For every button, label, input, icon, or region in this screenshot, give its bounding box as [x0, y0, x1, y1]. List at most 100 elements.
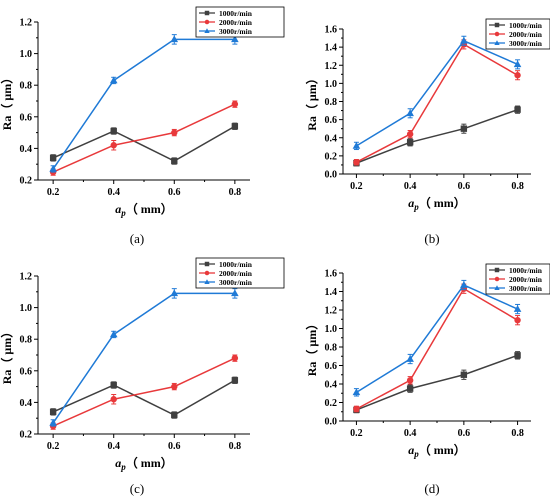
y-tick-label: 0.4	[20, 398, 33, 409]
y-axis-label: Ra（ μm）	[304, 318, 319, 376]
y-tick-label: 0.6	[325, 115, 338, 126]
x-axis-label-unit: （ mm）	[419, 442, 466, 457]
data-point	[171, 411, 178, 419]
series-1000r/min	[49, 122, 239, 165]
data-point	[460, 371, 468, 378]
x-tick-label: 0.4	[404, 428, 417, 439]
legend-marker	[204, 19, 210, 25]
y-tick-label: 0.2	[325, 151, 338, 162]
y-tick-label: 0.0	[325, 417, 338, 428]
data-point	[353, 405, 360, 413]
data-point	[406, 385, 414, 392]
x-axis-label-sub: p	[413, 202, 419, 212]
x-tick-label: 0.2	[47, 187, 60, 198]
x-tick-label: 0.8	[229, 187, 242, 198]
legend-marker	[494, 22, 500, 28]
legend-marker	[204, 279, 210, 284]
x-axis-label: ap（ mm）	[408, 442, 466, 459]
y-tick-label: 0.8	[20, 335, 33, 346]
data-point	[109, 76, 118, 84]
legend-label: 1000r/min	[219, 9, 253, 18]
legend-label: 2000r/min	[219, 269, 253, 278]
x-tick-label: 0.2	[350, 181, 363, 192]
legend-marker	[204, 270, 210, 276]
data-point	[352, 141, 361, 149]
legend-marker	[494, 285, 500, 290]
series-2000r/min	[353, 39, 521, 166]
y-tick-label: 0.6	[20, 112, 33, 123]
y-axis-label: Ra（ μm）	[0, 72, 14, 130]
x-tick-label: 0.6	[458, 428, 471, 439]
legend-label: 1000r/min	[219, 260, 253, 269]
x-axis-label-main: a	[408, 196, 414, 210]
y-tick-label: 0.2	[20, 430, 33, 441]
series-line	[52, 38, 235, 170]
x-tick-label: 0.2	[47, 441, 60, 452]
series-line	[356, 43, 518, 163]
y-tick-label: 0.2	[325, 398, 338, 409]
x-tick-label: 0.4	[107, 441, 120, 452]
data-point	[231, 100, 239, 108]
y-tick-label: 1.4	[325, 287, 338, 298]
data-point	[231, 123, 239, 130]
x-axis-label-main: a	[115, 202, 121, 216]
y-tick-label: 1.2	[20, 18, 33, 29]
series-3000r/min	[49, 288, 239, 427]
x-axis-label: ap（ mm）	[115, 201, 173, 218]
x-tick-label: 0.6	[168, 441, 181, 452]
legend-marker	[494, 31, 500, 37]
data-point	[406, 377, 414, 384]
y-tick-label: 0.4	[20, 144, 33, 155]
data-point	[170, 35, 179, 43]
data-point	[352, 388, 361, 396]
data-point	[231, 35, 239, 43]
chart-panel-b: 0.0 0.2 0.4 0.6 0.8 1.0 1.2 1.4 1.6 0.2 0.4 0.6 0.8 R…	[304, 18, 550, 246]
legend-label: 2000r/min	[509, 275, 543, 284]
x-tick-label: 0.8	[511, 181, 524, 192]
legend-label: 2000r/min	[219, 18, 253, 27]
chart-panel-a: 0.2 0.4 0.6 0.8 1.0 1.2 0.2 0.4 0.6 0.8 Ra（ μm） ap（…	[0, 6, 285, 246]
legend-marker	[204, 28, 210, 33]
data-point	[514, 316, 521, 324]
x-tick-label: 0.8	[229, 441, 242, 452]
data-point	[353, 159, 360, 166]
data-point	[406, 139, 414, 146]
y-axis-label: Ra（ μm）	[304, 72, 319, 130]
y-tick-label: 1.2	[20, 272, 33, 283]
y-tick-label: 0.6	[325, 361, 338, 372]
panel-caption: (b)	[424, 231, 439, 246]
data-point	[171, 129, 178, 136]
chart-panel-d: 0.0 0.2 0.4 0.6 0.8 1.0 1.2 1.4 1.6 0.2 0.4 0.6 0.8 R…	[304, 263, 550, 496]
series-line	[52, 379, 236, 416]
y-axis-label: Ra（ μm）	[0, 326, 14, 384]
legend-marker	[494, 267, 500, 273]
x-tick-label: 0.2	[350, 428, 363, 439]
data-point	[171, 383, 178, 390]
data-point	[171, 157, 178, 165]
data-point	[49, 164, 57, 172]
y-tick-label: 1.6	[325, 25, 338, 36]
panel-caption: (d)	[424, 481, 439, 496]
data-point	[406, 355, 414, 362]
series-line	[52, 125, 236, 162]
series-1000r/min	[353, 351, 521, 414]
data-point	[513, 60, 522, 68]
x-axis-label-unit: （ mm）	[126, 455, 173, 470]
x-tick-label: 0.4	[404, 181, 417, 192]
data-point	[514, 72, 521, 79]
legend-marker	[204, 261, 210, 267]
series-3000r/min	[49, 34, 239, 173]
y-tick-label: 0.6	[20, 366, 33, 377]
data-point	[513, 305, 522, 312]
series-1000r/min	[353, 105, 521, 167]
data-point	[406, 130, 414, 138]
data-point	[110, 396, 117, 403]
legend-label: 1000r/min	[509, 21, 543, 30]
legend-label: 2000r/min	[509, 30, 543, 39]
x-axis-label-sub: p	[120, 462, 126, 472]
